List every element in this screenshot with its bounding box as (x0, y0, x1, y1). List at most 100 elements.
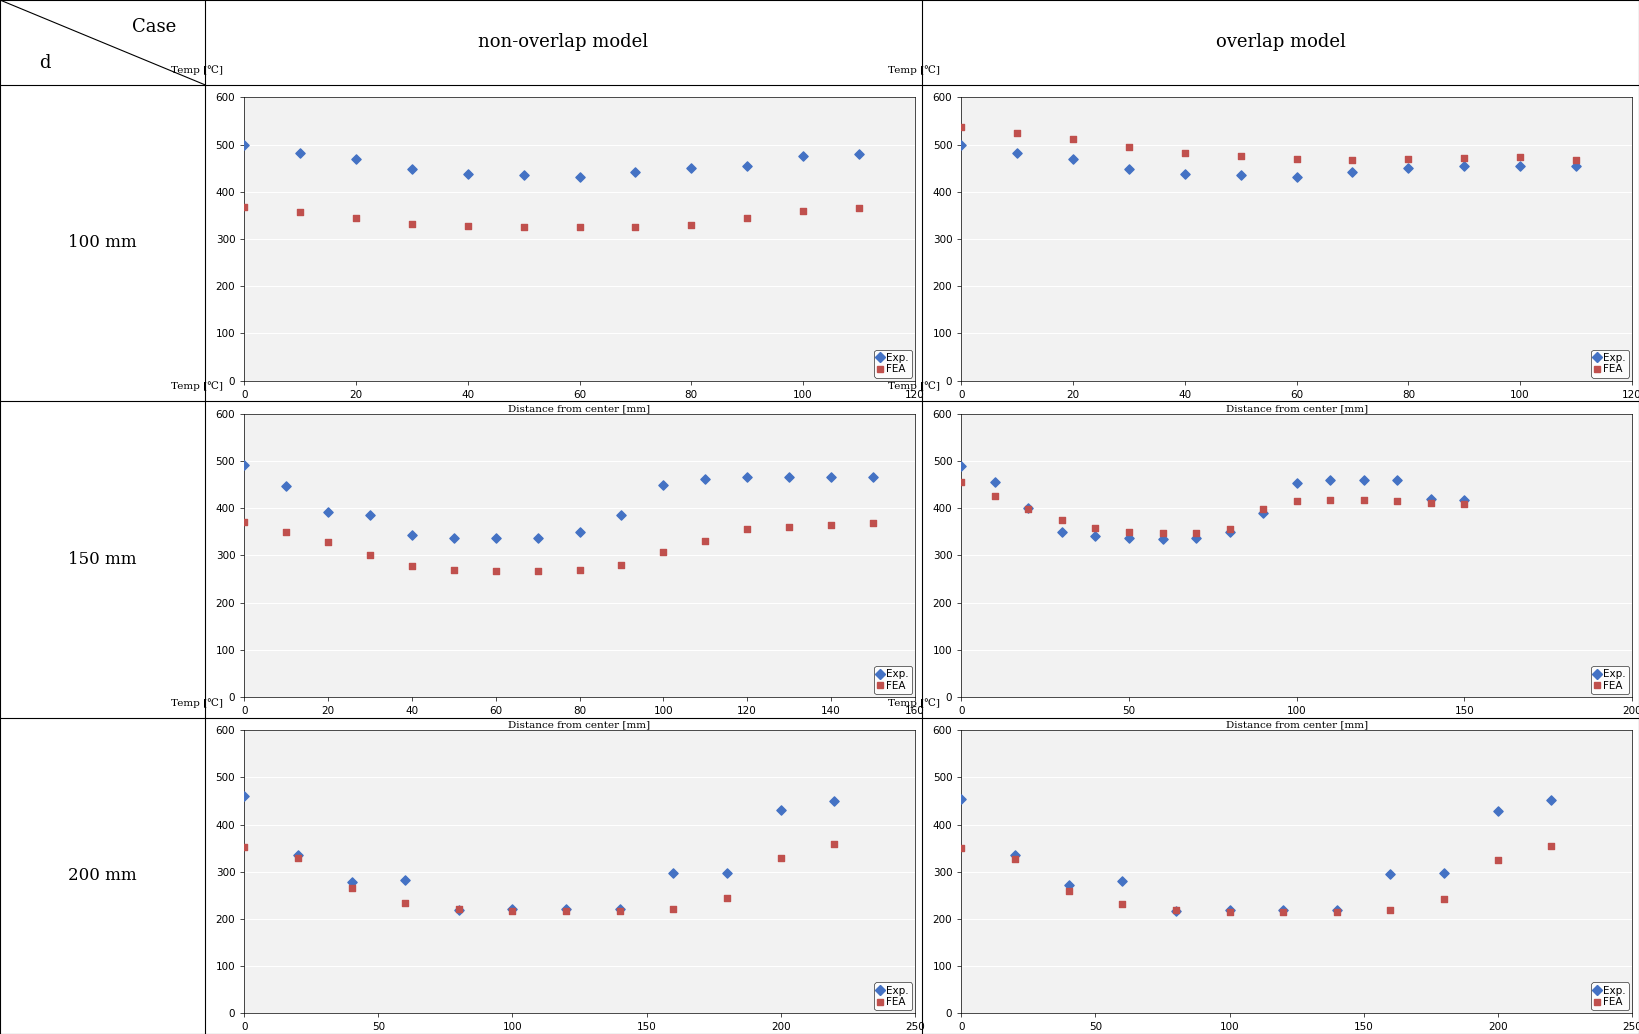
Point (567, 219, 593, 236)
Legend: Exp., FEA: Exp., FEA (875, 349, 911, 377)
Text: Temp [℃]: Temp [℃] (888, 382, 939, 391)
Point (1506, 157, 1532, 174)
Point (398, 216, 425, 233)
Point (482, 562, 508, 579)
Point (1060, 130, 1087, 147)
Point (285, 849, 311, 865)
Legend: Exp., FEA: Exp., FEA (875, 666, 911, 694)
Point (441, 529, 467, 546)
Point (339, 874, 365, 890)
Point (231, 514, 257, 530)
Point (1339, 151, 1365, 168)
Point (398, 557, 425, 574)
Point (398, 527, 425, 544)
Point (949, 474, 975, 490)
Point (1395, 151, 1421, 168)
Point (231, 839, 257, 855)
Point (846, 146, 872, 162)
Text: non-overlap model: non-overlap model (479, 33, 649, 52)
Point (1324, 904, 1351, 920)
Point (315, 504, 341, 520)
Point (1110, 895, 1136, 912)
Point (231, 199, 257, 215)
Point (790, 148, 816, 164)
Point (692, 533, 718, 549)
Point (446, 901, 472, 917)
Point (1539, 792, 1565, 809)
Point (606, 903, 633, 919)
Point (1005, 145, 1031, 161)
Point (398, 161, 425, 178)
Point (1172, 145, 1198, 161)
Point (1351, 491, 1377, 508)
Point (1116, 139, 1142, 155)
Point (567, 169, 593, 185)
Text: 200 mm: 200 mm (69, 868, 136, 884)
Point (1251, 505, 1277, 521)
Point (1418, 494, 1444, 511)
Point (441, 561, 467, 578)
Point (1451, 491, 1477, 508)
Text: Temp [℃]: Temp [℃] (888, 65, 939, 74)
Point (1283, 475, 1310, 491)
Point (715, 889, 741, 906)
Point (1049, 512, 1075, 528)
Point (949, 840, 975, 856)
Point (1162, 903, 1188, 919)
Legend: Exp., FEA: Exp., FEA (1591, 666, 1629, 694)
Legend: Exp., FEA: Exp., FEA (1591, 349, 1629, 377)
Point (524, 529, 551, 546)
Legend: Exp., FEA: Exp., FEA (1591, 982, 1629, 1010)
Point (511, 219, 538, 236)
Point (1116, 529, 1142, 546)
Point (1451, 496, 1477, 513)
Point (1049, 523, 1075, 540)
Point (661, 864, 687, 881)
Point (1183, 529, 1210, 546)
Point (357, 547, 384, 564)
Point (1056, 882, 1082, 899)
Text: d: d (39, 54, 51, 72)
Point (1082, 527, 1108, 544)
Point (1270, 902, 1296, 918)
Point (692, 470, 718, 487)
Point (454, 217, 480, 234)
Point (1564, 157, 1590, 174)
Text: Temp [℃]: Temp [℃] (170, 698, 223, 707)
Point (679, 160, 705, 177)
X-axis label: Distance from center [mm]: Distance from center [mm] (1226, 404, 1367, 413)
Point (734, 468, 760, 485)
Point (454, 166, 480, 183)
Point (949, 136, 975, 153)
X-axis label: Distance from center [mm]: Distance from center [mm] (1226, 721, 1367, 729)
Text: Temp [℃]: Temp [℃] (170, 382, 223, 391)
Point (1377, 902, 1403, 918)
Point (274, 523, 300, 540)
Text: Temp [℃]: Temp [℃] (888, 698, 939, 707)
Point (1015, 500, 1041, 517)
Point (949, 790, 975, 807)
Point (1270, 904, 1296, 920)
Point (1149, 530, 1175, 547)
Point (1082, 520, 1108, 537)
Point (775, 519, 801, 536)
Point (524, 562, 551, 579)
Point (231, 457, 257, 474)
Point (1485, 803, 1511, 820)
Point (1506, 149, 1532, 165)
Point (1216, 523, 1242, 540)
Point (511, 168, 538, 184)
Point (623, 218, 649, 235)
Point (231, 788, 257, 804)
Point (567, 523, 593, 540)
Point (1431, 891, 1457, 908)
Point (1283, 169, 1310, 185)
Point (818, 468, 844, 485)
Point (1283, 493, 1310, 510)
Point (767, 802, 793, 819)
Point (1116, 161, 1142, 178)
Point (1216, 904, 1242, 920)
Point (1162, 902, 1188, 918)
Point (1060, 151, 1087, 168)
Point (1251, 500, 1277, 517)
